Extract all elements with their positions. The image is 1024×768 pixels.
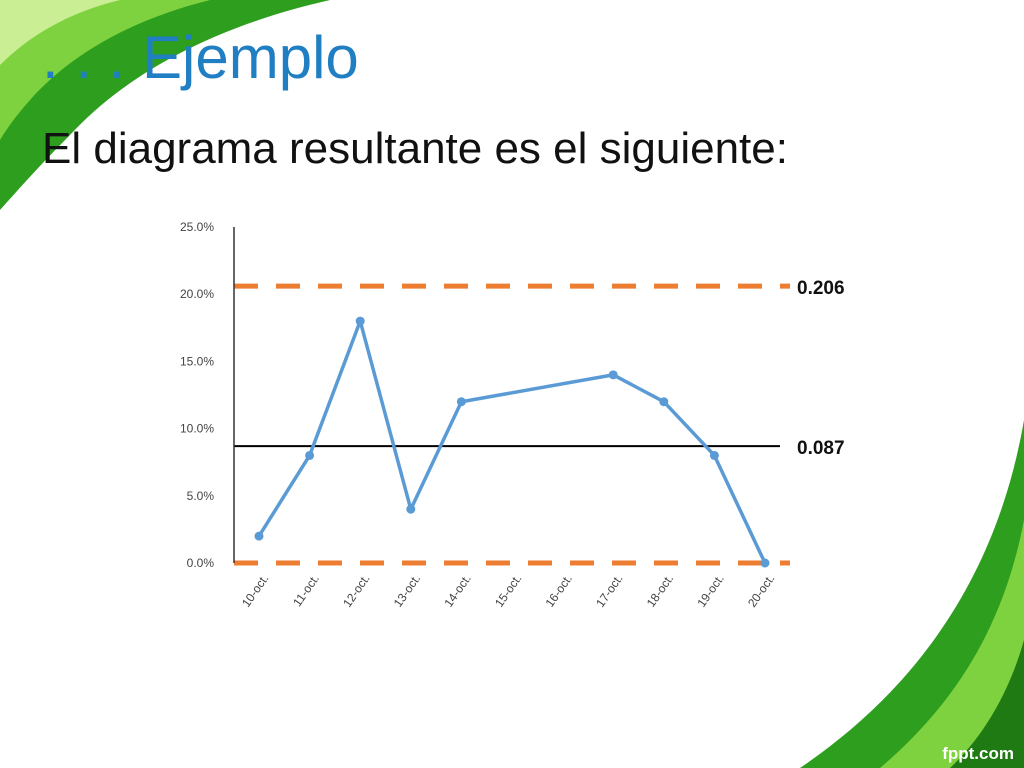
- data-point: [709, 450, 719, 460]
- bottom-right-swoosh-light: [880, 520, 1024, 768]
- top-left-swoosh-inner: [0, 0, 210, 140]
- slide-title: . . . Ejemplo: [42, 24, 359, 91]
- data-point: [608, 370, 618, 380]
- x-tick-label: 19-oct.: [694, 572, 727, 610]
- reference-line-label: 0.087: [797, 438, 845, 459]
- y-tick-label: 5.0%: [187, 489, 215, 503]
- data-point: [456, 397, 466, 407]
- reference-line-label: 0.206: [797, 278, 845, 299]
- x-tick-label: 12-oct.: [340, 572, 373, 610]
- slide-subtitle: El diagrama resultante es el siguiente:: [42, 124, 788, 173]
- chart-labels: 0.206 0.087: [797, 278, 845, 459]
- y-tick-label: 25.0%: [180, 220, 214, 234]
- x-tick-label: 15-oct.: [492, 572, 525, 610]
- top-left-swoosh-light: [0, 0, 120, 65]
- x-tick-label: 20-oct.: [745, 572, 778, 610]
- chart-series: [254, 316, 770, 568]
- x-tick-label: 14-oct.: [441, 572, 474, 610]
- data-point: [659, 397, 669, 407]
- chart-axes: 0.0% 5.0% 10.0% 15.0% 20.0% 25.0% 10-oct. 11-oc…: [180, 220, 777, 610]
- data-point: [305, 450, 315, 460]
- x-tick-label: 17-oct.: [593, 572, 626, 610]
- x-tick-label: 18-oct.: [644, 572, 677, 610]
- y-tick-label: 10.0%: [180, 422, 214, 436]
- y-tick-label: 0.0%: [187, 556, 215, 570]
- x-tick-label: 13-oct.: [391, 572, 424, 610]
- data-point: [254, 531, 264, 541]
- bottom-right-swoosh-dark: [950, 640, 1024, 768]
- watermark: fppt.com: [942, 744, 1014, 763]
- series-line: [257, 319, 767, 564]
- y-tick-label: 15.0%: [180, 354, 214, 368]
- x-tick-label: 11-oct.: [290, 572, 322, 609]
- x-tick-label: 10-oct.: [239, 572, 272, 610]
- data-point: [760, 558, 770, 568]
- data-point: [406, 504, 416, 514]
- x-tick-label: 16-oct.: [543, 572, 576, 610]
- reference-lines: [234, 283, 790, 566]
- y-tick-label: 20.0%: [180, 287, 214, 301]
- data-point: [355, 316, 365, 326]
